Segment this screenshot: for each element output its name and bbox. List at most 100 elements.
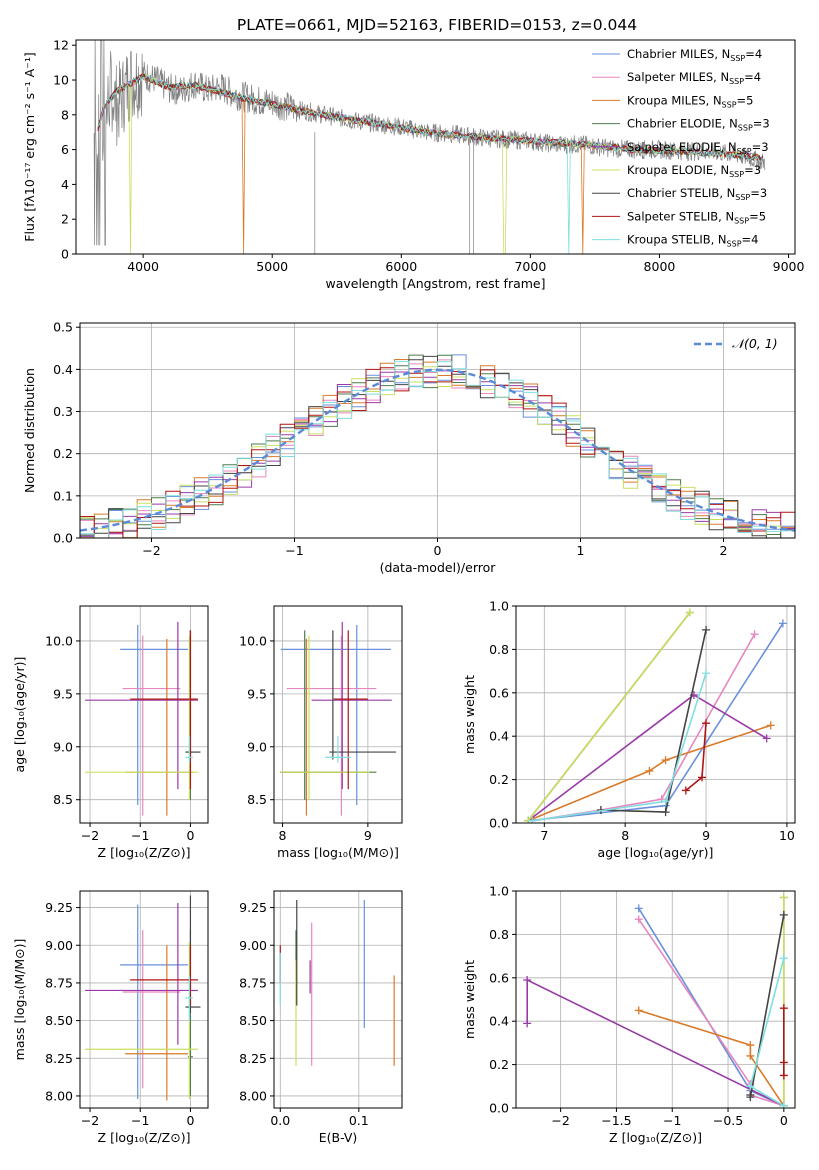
age-vs-Z-plot xyxy=(85,621,201,816)
spectrum-xtick-label: 5000 xyxy=(256,259,288,274)
spectrum-ytick-label: 0 xyxy=(61,247,69,262)
residuals-xtick-label: −1 xyxy=(285,543,303,558)
mass-vs-Z-xtick-label: −2 xyxy=(81,1113,99,1128)
weight-marker xyxy=(746,1051,755,1060)
weight-line xyxy=(527,724,771,822)
observed-spectrum xyxy=(93,40,766,254)
weight-marker xyxy=(634,1006,643,1015)
age-vs-Z-ytick-label: 9.0 xyxy=(53,739,73,754)
spectrum-ytick-label: 8 xyxy=(61,107,69,122)
residuals-ytick-label: 0.0 xyxy=(53,531,73,546)
weight-vs-Z-xtick-label: 0 xyxy=(780,1113,788,1128)
weight-marker xyxy=(523,1019,532,1028)
residuals-axes: −2 −1 0 1 2 0.0 0.1 0.2 0.3 0.4 0.5 (data-model)/er… xyxy=(22,320,796,575)
age-vs-mass-plot xyxy=(279,621,397,816)
weight-vs-age-frame-rect xyxy=(515,605,796,824)
weight-vs-age-ytick-label: 1.0 xyxy=(489,599,509,614)
residuals-ytick-label: 0.3 xyxy=(53,404,73,419)
legend-entry: 𝒩(0, 1) xyxy=(732,336,778,351)
model-kroupa-stelib xyxy=(97,75,763,254)
weight-vs-Z-ytick-label: 0.8 xyxy=(489,927,509,942)
weight-marker xyxy=(779,1101,788,1108)
weight-marker xyxy=(779,893,788,902)
weight-vs-Z-xlabel: Z [log₁₀(Z/Z⊙)] xyxy=(609,1130,702,1145)
legend-entry: Salpeter MILES, NSSP=4 xyxy=(627,70,761,86)
weight-marker xyxy=(528,816,537,823)
weight-vs-Z-ytick-label: 0.6 xyxy=(489,970,509,985)
weight-vs-age-ytick-label: 0.8 xyxy=(489,642,509,657)
weight-vs-Z-ytick-label: 0.2 xyxy=(489,1057,509,1072)
spectrum-xtick-label: 9000 xyxy=(773,259,805,274)
weight-marker xyxy=(779,1058,788,1067)
mass-vs-Z-plot xyxy=(85,895,201,1101)
age-vs-Z-xtick-label: 0 xyxy=(186,828,194,843)
spectrum-plot xyxy=(93,40,766,254)
figure-title: PLATE=0661, MJD=52163, FIBERID=0153, z=0… xyxy=(237,16,637,34)
spectrum-frame-rect xyxy=(75,39,796,255)
legend-entry: Kroupa STELIB, NSSP=4 xyxy=(627,233,758,249)
spectrum-ytick-label: 10 xyxy=(53,73,69,88)
weight-marker xyxy=(762,734,771,743)
chart-layer: 4000 5000 6000 7000 8000 9000024681012wavelen… xyxy=(12,38,804,1145)
weight-line xyxy=(638,1009,785,1107)
residuals-ytick-label: 0.4 xyxy=(53,362,73,377)
weight-marker xyxy=(746,1041,755,1050)
spectrum-ytick-label: 4 xyxy=(61,177,69,192)
weight-marker xyxy=(685,608,694,617)
spectrum-axes: 4000 5000 6000 7000 8000 9000 0 2 4 6 8 10 12 wavelen… xyxy=(22,38,804,291)
residuals-xtick-label: −2 xyxy=(142,543,160,558)
spectrum-ytick-label: 6 xyxy=(61,142,69,157)
mass-vs-Z-ytick-label: 8.75 xyxy=(45,975,73,990)
weight-vs-Z-frame-rect xyxy=(515,890,796,1109)
weight-marker xyxy=(766,721,775,730)
weight-vs-age-axes: 7 8 9 10 0.0 0.2 0.4 0.6 0.8 1.0 age [log₁₀(age/yr… xyxy=(462,599,796,860)
mass-vs-EBV-frame: 0.0 0.1 8.00 8.25 8.50 8.75 9.00 9.25 E(B-V) xyxy=(239,890,403,1145)
mass-vs-EBV-xlabel: E(B-V) xyxy=(319,1130,358,1145)
weight-vs-Z-ytick-label: 1.0 xyxy=(489,884,509,899)
spectrum-ytick-label: 12 xyxy=(53,38,69,53)
weight-marker xyxy=(661,797,670,806)
age-vs-Z-ylabel: age [log₁₀(age/yr)] xyxy=(12,657,27,773)
legend-entry: Kroupa MILES, NSSP=5 xyxy=(627,93,753,109)
hist-salpeter-stelib xyxy=(80,367,795,538)
age-vs-mass-ytick-label: 8.5 xyxy=(247,792,267,807)
mass-vs-Z-xtick-label: −1 xyxy=(131,1113,149,1128)
weight-line xyxy=(685,723,707,792)
weight-vs-Z-ylabel: mass weight xyxy=(462,960,477,1039)
age-vs-Z-grid xyxy=(80,606,208,823)
mass-vs-EBV-xtick-label: 0.0 xyxy=(270,1113,290,1128)
mass-vs-Z-axes: −2 −1 0 8.00 8.25 8.50 8.75 9.00 9.25 Z [log₁₀(Z/… xyxy=(12,890,209,1145)
weight-line xyxy=(527,612,691,822)
weight-vs-age-xtick-label: 10 xyxy=(779,828,795,843)
spectrum-xtick-label: 4000 xyxy=(127,259,159,274)
legend-entry: Chabrier MILES, NSSP=4 xyxy=(627,47,762,63)
spectrum-ytick-label: 2 xyxy=(61,212,69,227)
weight-vs-Z-axes: −2 −1.5 −1 −0.5 0 0.0 0.2 0.4 0.6 0.8 1.0 Z [log₁₀(… xyxy=(462,884,796,1145)
spectrum-frame: 4000 5000 6000 7000 8000 9000 0 2 4 6 8 10 12 wavelen… xyxy=(22,38,804,291)
residuals-xtick-label: 0 xyxy=(434,543,442,558)
weight-marker xyxy=(746,1093,755,1102)
mass-vs-Z-ytick-label: 8.50 xyxy=(45,1013,73,1028)
age-vs-mass-xtick-label: 9 xyxy=(364,828,372,843)
weight-vs-age-ytick-label: 0.0 xyxy=(489,816,509,831)
spectrum-legend: Chabrier MILES, NSSP=4 Salpeter MILES, NS… xyxy=(592,47,770,249)
residuals-ytick-label: 0.1 xyxy=(53,488,73,503)
spectrum-ylabel: Flux [fλ10⁻¹⁷ erg cm⁻² s⁻¹ A⁻¹] xyxy=(22,52,37,241)
weight-marker xyxy=(523,975,532,984)
mass-vs-Z-ytick-label: 9.00 xyxy=(45,938,73,953)
weight-marker xyxy=(681,786,690,795)
mass-vs-EBV-ytick-label: 8.75 xyxy=(239,975,267,990)
weight-vs-Z-frame: −2 −1.5 −1 −0.5 0 0.0 0.2 0.4 0.6 0.8 1.0 Z [log₁₀(… xyxy=(462,884,796,1145)
weight-vs-age-grid xyxy=(516,605,795,824)
legend-entry: Chabrier STELIB, NSSP=3 xyxy=(627,186,767,202)
residuals-frame: −2 −1 0 1 2 0.0 0.1 0.2 0.3 0.4 0.5 (data-model)/er… xyxy=(22,320,796,575)
mass-vs-Z-frame: −2 −1 0 8.00 8.25 8.50 8.75 9.00 9.25 Z [log₁₀(Z/… xyxy=(12,890,209,1145)
weight-marker xyxy=(661,808,670,817)
mass-vs-EBV-ytick-label: 8.25 xyxy=(239,1051,267,1066)
weight-line xyxy=(749,958,785,1107)
age-vs-mass-frame-rect xyxy=(273,605,403,824)
residuals-ytick-label: 0.2 xyxy=(53,446,73,461)
weight-vs-age-plot xyxy=(524,608,787,823)
age-vs-mass-frame: 8 9 8.5 9.0 9.5 10.0 mass [log₁₀(M/M⊙)] xyxy=(239,605,403,860)
age-vs-Z-xlabel: Z [log₁₀(Z/Z⊙)] xyxy=(98,845,191,860)
